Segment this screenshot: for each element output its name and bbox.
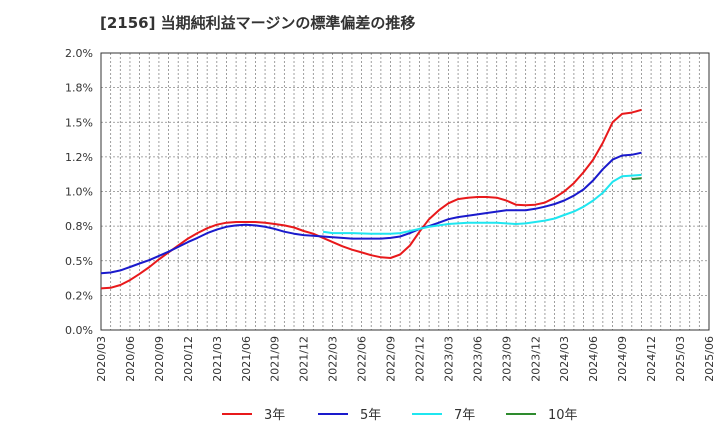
chart-title: [2156] 当期純利益マージンの標準偏差の推移 (100, 14, 416, 32)
plot-frame (100, 52, 710, 331)
x-tick-label: 2021/09 (269, 336, 282, 382)
x-tick-label: 2020/12 (182, 336, 195, 382)
y-tick-label: 1.2% (65, 151, 93, 164)
legend-label: 10年 (548, 408, 578, 423)
series-line-5年 (100, 151, 642, 275)
y-tick-label: 0.5% (65, 255, 93, 268)
x-tick-label: 2021/06 (240, 336, 253, 382)
x-tick-label: 2022/03 (327, 336, 340, 382)
y-tick-label: 0.8% (65, 220, 93, 233)
x-tick-label: 2021/12 (298, 336, 311, 382)
x-tick-label: 2024/03 (558, 336, 571, 382)
x-tick-label: 2022/09 (385, 336, 398, 382)
x-tick-label: 2023/12 (529, 336, 542, 382)
y-axis: 0.0% 0.2% 0.5% 0.8% 1.0% 1.2% 1.5% 1.8% 2.0% (65, 47, 93, 337)
x-tick-label: 2021/03 (211, 336, 224, 382)
x-tick-label: 2023/03 (442, 336, 455, 382)
x-tick-label: 2024/12 (645, 336, 658, 382)
y-tick-label: 0.0% (65, 324, 93, 337)
x-tick-label: 2024/09 (616, 336, 629, 382)
x-tick-label: 2025/06 (703, 336, 716, 382)
y-tick-label: 1.8% (65, 82, 93, 95)
y-tick-label: 1.5% (65, 116, 93, 129)
series-lines (100, 108, 642, 290)
legend-label: 3年 (264, 408, 285, 423)
x-tick-label: 2020/06 (124, 336, 137, 382)
x-tick-label: 2020/03 (95, 336, 108, 382)
legend: 3年 5年 7年 10年 (222, 408, 578, 423)
legend-label: 5年 (360, 408, 381, 423)
x-tick-label: 2023/06 (471, 336, 484, 382)
series-line-7年 (322, 173, 642, 235)
x-tick-label: 2025/03 (674, 336, 687, 382)
y-tick-label: 1.0% (65, 186, 93, 199)
y-tick-label: 2.0% (65, 47, 93, 60)
x-tick-label: 2024/06 (587, 336, 600, 382)
x-axis: 2020/03 2020/06 2020/09 2020/12 2021/03 2021/… (95, 336, 716, 382)
x-tick-label: 2020/09 (153, 336, 166, 382)
x-tick-label: 2023/09 (500, 336, 513, 382)
legend-label: 7年 (454, 408, 475, 423)
y-tick-label: 0.2% (65, 289, 93, 302)
series-line-10年 (631, 177, 642, 180)
series-line-3年 (100, 108, 642, 290)
x-tick-label: 2022/12 (413, 336, 426, 382)
x-tick-label: 2022/06 (356, 336, 369, 382)
grid (101, 53, 709, 330)
